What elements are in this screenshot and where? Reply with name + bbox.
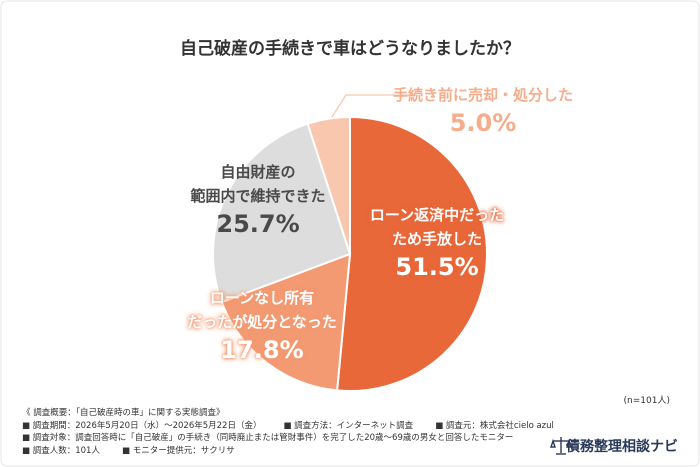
survey-item: ■ 調査期間：2026年5月20日（水）～2026年5月22日（金）: [22, 420, 262, 431]
survey-item: ■ 調査対象：調査回答時に「自己破産」の手続き（同時廃止または管財事件）を完了し…: [22, 433, 514, 443]
sample-note: (n=101人): [623, 396, 670, 406]
value-label: 51.5%: [395, 253, 479, 281]
pie-slice: [306, 115, 351, 255]
pie: [212, 115, 488, 392]
category-label: 自由財産の 範囲内で維持できた: [190, 163, 326, 205]
slice-label: ローンなし所有 だったが処分となった 17.8%: [187, 286, 337, 366]
category-label: ローン返済中だった ため手放した: [369, 206, 505, 248]
pie-slice: [336, 115, 488, 392]
survey-item: ■ モニター提供元：サクリサ: [121, 445, 235, 456]
category-label: ローンなし所有 だったが処分となった: [187, 289, 337, 331]
category-label: 手続き前に売却・処分した: [392, 86, 574, 104]
survey-item: ■ 調査元：株式会社cielo azul: [435, 420, 554, 431]
pie-slice: [212, 122, 352, 304]
survey-row: ■ 調査人数：101人 ■ モニター提供元：サクリサ: [22, 445, 576, 458]
brand-icon: [550, 437, 572, 455]
value-label: 25.7%: [216, 210, 300, 238]
survey-notes: 《 調査概要：「自己破産時の車」に関する実態調査》 ■ 調査期間：2026年5月…: [22, 407, 576, 457]
brand: 債務整理相談ナビ: [566, 439, 678, 455]
survey-item: ■ 調査人数：101人: [22, 445, 100, 456]
slice-label: 自由財産の 範囲内で維持できた 25.7%: [190, 160, 325, 240]
survey-item: ■ 調査方法：インターネット調査: [283, 420, 414, 431]
value-label: 5.0%: [449, 109, 517, 137]
slice-label: ローン返済中だった ため手放した 51.5%: [370, 203, 504, 283]
survey-heading: 《 調査概要：「自己破産時の車」に関する実態調査》: [22, 408, 225, 418]
pie-slice: [220, 252, 352, 392]
slice-label: 手続き前に売却・処分した 5.0%: [393, 83, 573, 139]
value-label: 17.8%: [220, 336, 304, 364]
leader-line: [329, 94, 412, 121]
survey-row: ■ 調査対象：調査回答時に「自己破産」の手続き（同時廃止または管財事件）を完了し…: [22, 432, 576, 445]
survey-row: ■ 調査期間：2026年5月20日（水）～2026年5月22日（金） ■ 調査方法…: [22, 420, 576, 433]
chart-title: 自己破産の手続きで車はどうなりましたか？: [180, 39, 520, 59]
